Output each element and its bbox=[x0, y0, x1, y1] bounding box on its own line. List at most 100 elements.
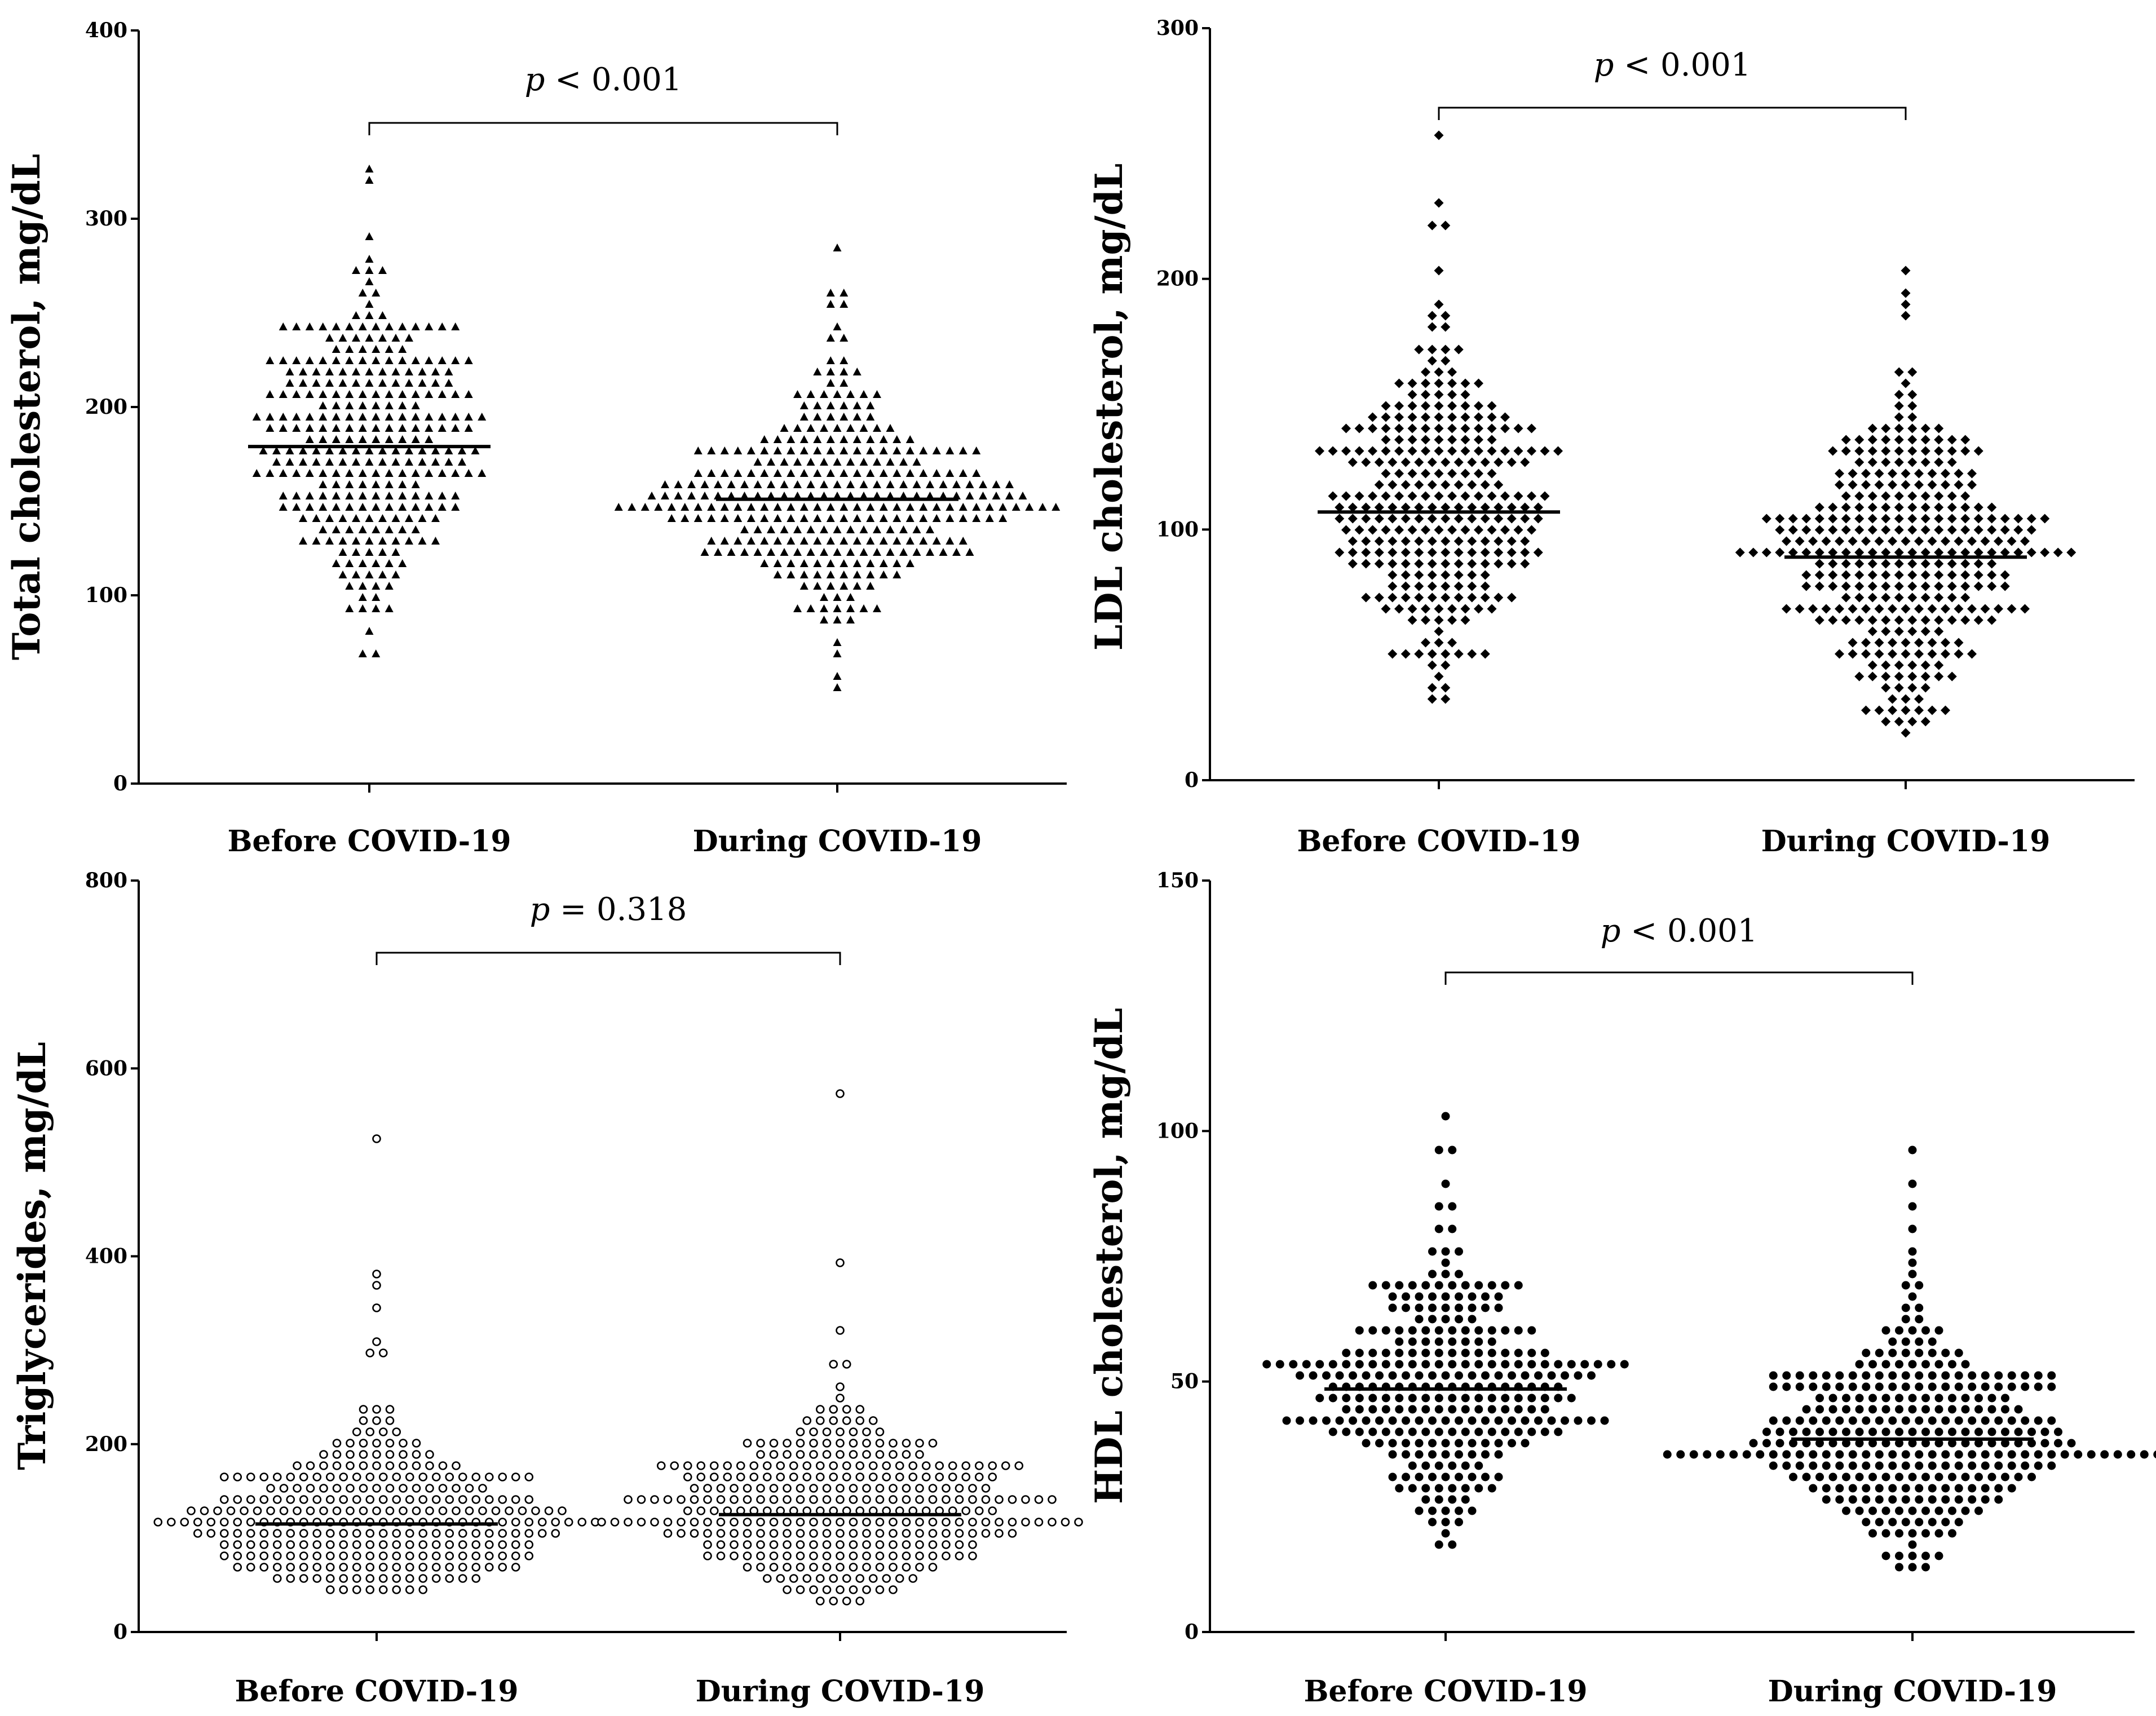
filled-circle-point bbox=[1421, 1484, 1430, 1493]
filled-circle-point bbox=[1809, 1382, 1818, 1391]
filled-circle-point bbox=[1809, 1416, 1818, 1425]
triangle-point bbox=[740, 480, 749, 488]
open-circle-point bbox=[908, 1574, 918, 1583]
filled-circle-point bbox=[1795, 1371, 1804, 1380]
diamond-point bbox=[1506, 536, 1517, 546]
diamond-point bbox=[1474, 604, 1483, 614]
diamond-point bbox=[1960, 514, 1971, 524]
filled-circle-point bbox=[1402, 1472, 1410, 1481]
triangle-point bbox=[1005, 492, 1014, 499]
triangle-point bbox=[372, 424, 381, 432]
diamond-point bbox=[1441, 592, 1451, 603]
diamond-point bbox=[1500, 412, 1510, 422]
open-circle-point bbox=[836, 1394, 845, 1403]
triangle-point bbox=[358, 424, 367, 432]
diamond-point bbox=[1427, 311, 1437, 321]
filled-circle-point bbox=[1368, 1326, 1377, 1335]
triangle-point bbox=[846, 593, 855, 601]
diamond-point bbox=[1407, 390, 1417, 400]
filled-circle-point bbox=[1474, 1427, 1483, 1436]
filled-circle-point bbox=[2047, 1450, 2056, 1459]
filled-circle-point bbox=[1375, 1439, 1384, 1448]
diamond-point bbox=[2026, 514, 2036, 524]
filled-circle-point bbox=[1448, 1146, 1457, 1155]
open-circle-point bbox=[346, 1450, 355, 1459]
diamond-point bbox=[2000, 525, 2010, 535]
diamond-point bbox=[1447, 423, 1457, 434]
diamond-point bbox=[1400, 514, 1411, 524]
triangle-point bbox=[833, 458, 842, 466]
filled-circle-point bbox=[1968, 1484, 1977, 1493]
diamond-point bbox=[1934, 446, 1944, 456]
diamond-point bbox=[1954, 468, 1964, 479]
open-circle-point bbox=[663, 1518, 673, 1527]
open-circle-point bbox=[822, 1450, 832, 1459]
diamond-point bbox=[1368, 491, 1377, 501]
filled-circle-point bbox=[1395, 1348, 1404, 1357]
diamond-point bbox=[2053, 547, 2063, 558]
triangle-point bbox=[411, 469, 420, 477]
open-circle-point bbox=[743, 1495, 752, 1504]
filled-circle-point bbox=[1795, 1461, 1804, 1470]
diamond-point bbox=[1453, 581, 1464, 591]
filled-circle-point bbox=[1328, 1394, 1337, 1403]
diamond-point bbox=[1934, 491, 1944, 501]
diamond-point bbox=[1867, 570, 1877, 580]
diamond-point bbox=[1487, 412, 1497, 422]
triangle-point bbox=[252, 469, 261, 477]
filled-circle-point bbox=[1296, 1371, 1304, 1380]
y-tick-label: 50 bbox=[1170, 1370, 1199, 1394]
triangle-point bbox=[345, 525, 354, 533]
diamond-point bbox=[1828, 525, 1838, 535]
open-circle-point bbox=[849, 1529, 858, 1538]
diamond-point bbox=[1427, 694, 1437, 704]
triangle-point bbox=[358, 525, 367, 533]
filled-circle-point bbox=[1908, 1472, 1917, 1481]
diamond-point bbox=[1814, 502, 1824, 512]
diamond-point bbox=[1494, 536, 1504, 546]
diamond-point bbox=[1914, 694, 1924, 704]
diamond-point bbox=[1835, 480, 1844, 490]
diamond-point bbox=[1453, 570, 1464, 580]
filled-circle-point bbox=[1689, 1450, 1698, 1459]
triangle-point bbox=[840, 537, 849, 545]
filled-circle-point bbox=[1921, 1472, 1930, 1481]
diamond-point bbox=[1894, 525, 1904, 535]
diamond-point bbox=[1927, 480, 1937, 490]
open-circle-point bbox=[372, 1405, 381, 1414]
diamond-point bbox=[1861, 604, 1871, 614]
open-circle-point bbox=[405, 1529, 414, 1538]
open-circle-point bbox=[246, 1472, 255, 1481]
x-category-label: During COVID-19 bbox=[1768, 1674, 2057, 1709]
filled-circle-point bbox=[1428, 1472, 1437, 1481]
p-value-text: < 0.001 bbox=[1621, 913, 1758, 949]
filled-circle-point bbox=[1494, 1292, 1503, 1301]
triangle-point bbox=[345, 480, 354, 488]
filled-circle-point bbox=[1915, 1518, 1924, 1527]
open-circle-point bbox=[829, 1416, 838, 1425]
triangle-point bbox=[905, 537, 914, 545]
p-value-label: p < 0.001 bbox=[525, 61, 682, 98]
filled-circle-point bbox=[1421, 1326, 1430, 1335]
open-circle-point bbox=[246, 1540, 255, 1549]
triangle-point bbox=[674, 492, 683, 499]
filled-circle-point bbox=[1901, 1416, 1910, 1425]
open-circle-point bbox=[219, 1551, 229, 1560]
filled-circle-point bbox=[1663, 1450, 1672, 1459]
triangle-point bbox=[345, 322, 354, 330]
triangle-point bbox=[405, 537, 413, 545]
diamond-point bbox=[1407, 378, 1417, 388]
triangle-point bbox=[444, 458, 453, 466]
filled-circle-point bbox=[1554, 1360, 1563, 1369]
triangle-point bbox=[852, 413, 861, 421]
filled-circle-point bbox=[1941, 1495, 1950, 1504]
filled-circle-point bbox=[1421, 1348, 1430, 1357]
triangle-point bbox=[352, 514, 360, 522]
open-circle-point bbox=[902, 1563, 911, 1572]
filled-circle-point bbox=[1501, 1326, 1510, 1335]
open-circle-point bbox=[325, 1529, 335, 1538]
diamond-point bbox=[1867, 671, 1877, 682]
filled-circle-point bbox=[1828, 1405, 1837, 1414]
triangle-point bbox=[773, 469, 782, 477]
open-circle-point bbox=[359, 1439, 368, 1448]
